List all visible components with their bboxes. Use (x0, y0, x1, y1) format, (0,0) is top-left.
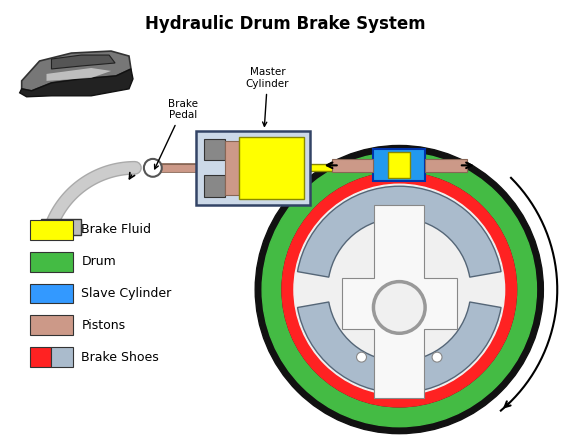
Circle shape (255, 145, 544, 434)
Circle shape (432, 352, 442, 362)
Polygon shape (19, 69, 133, 97)
FancyBboxPatch shape (203, 138, 226, 160)
Polygon shape (51, 55, 115, 69)
Circle shape (282, 172, 517, 407)
Text: Slave Cylinder: Slave Cylinder (81, 287, 171, 300)
Wedge shape (297, 302, 501, 393)
FancyBboxPatch shape (51, 347, 73, 367)
Circle shape (262, 152, 536, 427)
FancyBboxPatch shape (41, 219, 81, 235)
Text: Drum: Drum (81, 255, 116, 268)
FancyBboxPatch shape (30, 220, 73, 240)
Wedge shape (297, 186, 501, 277)
Polygon shape (341, 205, 457, 398)
FancyBboxPatch shape (239, 137, 304, 199)
FancyBboxPatch shape (425, 159, 467, 172)
Circle shape (356, 352, 367, 362)
Text: Master
Cylinder: Master Cylinder (246, 67, 289, 126)
Polygon shape (22, 51, 131, 91)
Circle shape (144, 159, 162, 177)
Text: Brake
Pedal: Brake Pedal (155, 99, 198, 169)
Text: Hydraulic Drum Brake System: Hydraulic Drum Brake System (145, 15, 426, 33)
FancyBboxPatch shape (30, 252, 73, 272)
FancyBboxPatch shape (30, 347, 51, 367)
Text: Pistons: Pistons (81, 319, 126, 332)
FancyBboxPatch shape (196, 130, 310, 205)
FancyBboxPatch shape (226, 141, 239, 195)
FancyBboxPatch shape (332, 159, 373, 172)
Circle shape (294, 184, 505, 395)
Circle shape (373, 282, 425, 333)
Text: Brake Fluid: Brake Fluid (81, 224, 151, 236)
Polygon shape (46, 68, 111, 81)
FancyBboxPatch shape (203, 175, 226, 197)
Circle shape (282, 172, 517, 407)
FancyBboxPatch shape (388, 152, 410, 178)
Text: Brake Shoes: Brake Shoes (81, 351, 159, 364)
FancyBboxPatch shape (373, 149, 425, 181)
FancyBboxPatch shape (30, 316, 73, 335)
FancyBboxPatch shape (30, 284, 73, 304)
